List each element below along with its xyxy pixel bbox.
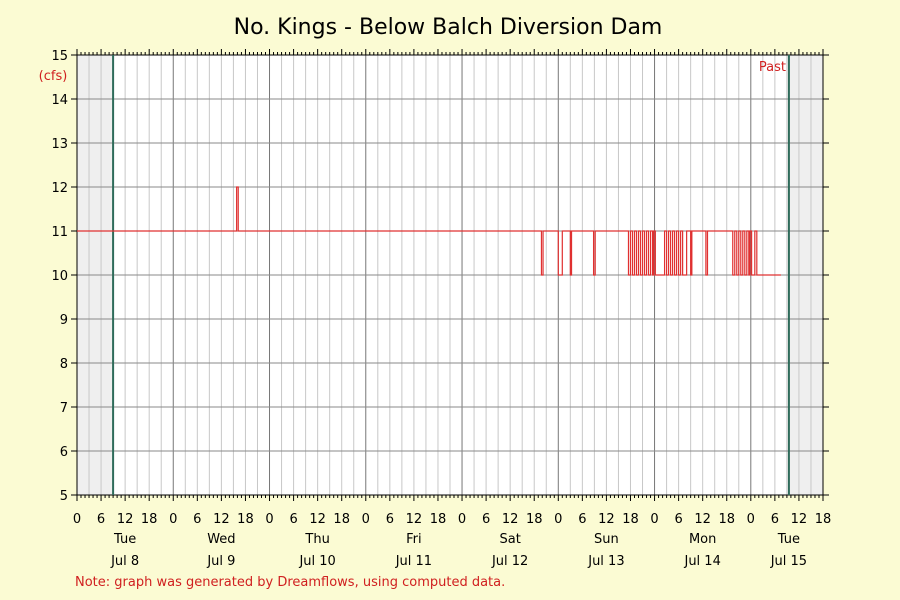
x-tick-label: 0 (650, 512, 658, 527)
x-tick-label: 12 (502, 512, 519, 527)
day-date-label: Jul 14 (683, 554, 720, 569)
x-tick-label: 0 (265, 512, 273, 527)
day-weekday-label: Thu (304, 532, 329, 547)
x-tick-label: 18 (718, 512, 735, 527)
y-tick-label: 6 (60, 445, 68, 460)
plot-area: 5 6 7 8 9 10 11 12 13 14 15 0 6 12 18 0 6 12 18 0 6 12 18 0 6 12 1… (51, 49, 831, 569)
day-date-label: Jul 8 (110, 554, 139, 569)
x-tick-label: 6 (482, 512, 490, 527)
day-date-label: Jul 12 (491, 554, 528, 569)
x-tick-label: 6 (578, 512, 586, 527)
x-tick-label: 0 (458, 512, 466, 527)
x-tick-label: 12 (117, 512, 134, 527)
y-tick-label: 15 (51, 49, 68, 64)
x-tick-label: 18 (526, 512, 543, 527)
x-tick-label: 6 (674, 512, 682, 527)
y-tick-label: 9 (60, 313, 68, 328)
x-tick-label: 0 (362, 512, 370, 527)
day-weekday-label: Sun (594, 532, 619, 547)
x-tick-label: 18 (622, 512, 639, 527)
x-tick-label: 12 (598, 512, 615, 527)
x-tick-label: 6 (386, 512, 394, 527)
day-date-label: Jul 10 (298, 554, 335, 569)
x-tick-label: 0 (169, 512, 177, 527)
x-tick-label: 18 (815, 512, 832, 527)
x-tick-label: 12 (309, 512, 326, 527)
x-tick-label: 12 (694, 512, 711, 527)
x-tick-label: 0 (747, 512, 755, 527)
x-tick-label: 0 (554, 512, 562, 527)
x-tick-label: 12 (406, 512, 423, 527)
x-tick-label: 6 (193, 512, 201, 527)
x-tick-label: 12 (791, 512, 808, 527)
y-axis-label: (cfs) (39, 69, 68, 84)
x-tick-label: 18 (333, 512, 350, 527)
day-weekday-label: Tue (113, 532, 136, 547)
day-date-label: Jul 9 (206, 554, 235, 569)
y-tick-label: 5 (60, 489, 68, 504)
y-tick-label: 11 (51, 225, 68, 240)
chart-note: Note: graph was generated by Dreamflows,… (75, 575, 505, 590)
x-tick-label: 18 (141, 512, 158, 527)
x-tick-label: 18 (237, 512, 254, 527)
y-tick-label: 12 (51, 181, 68, 196)
x-tick-label: 6 (289, 512, 297, 527)
y-tick-label: 7 (60, 401, 68, 416)
y-tick-label: 14 (51, 93, 68, 108)
chart-title: No. Kings - Below Balch Diversion Dam (234, 15, 663, 40)
day-date-label: Jul 13 (587, 554, 624, 569)
day-weekday-label: Tue (777, 532, 800, 547)
day-weekday-label: Wed (207, 532, 235, 547)
x-tick-label: 6 (97, 512, 105, 527)
x-tick-label: 18 (430, 512, 447, 527)
y-tick-label: 13 (51, 137, 68, 152)
day-weekday-label: Sat (499, 532, 520, 547)
past-label: Past (759, 60, 786, 75)
day-date-label: Jul 11 (395, 554, 432, 569)
flow-series-line (77, 186, 781, 276)
day-weekday-label: Fri (406, 532, 422, 547)
y-tick-label: 8 (60, 357, 68, 372)
day-date-label: Jul 15 (770, 554, 807, 569)
day-weekday-label: Mon (689, 532, 716, 547)
x-tick-label: 12 (213, 512, 230, 527)
x-tick-label: 0 (73, 512, 81, 527)
x-tick-label: 6 (771, 512, 779, 527)
y-tick-label: 10 (51, 269, 68, 284)
